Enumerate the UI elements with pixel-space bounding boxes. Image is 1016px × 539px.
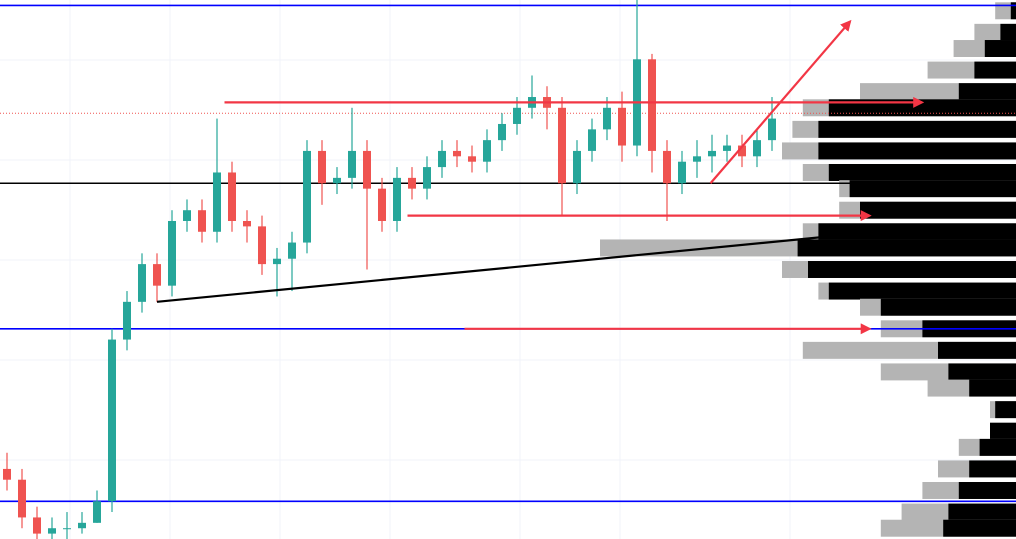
candle-body xyxy=(423,167,431,189)
candle-body xyxy=(378,188,386,221)
candle-body xyxy=(138,264,146,302)
candle-body xyxy=(303,150,311,243)
candle-body xyxy=(603,107,611,130)
profile-buy-bar xyxy=(828,282,1016,300)
candle-body xyxy=(273,258,281,265)
profile-buy-bar xyxy=(818,142,1016,160)
profile-buy-bar xyxy=(969,460,1016,478)
candle-body xyxy=(153,264,161,286)
candle-body xyxy=(123,301,131,340)
candle-body xyxy=(3,468,11,480)
trend-line xyxy=(709,19,852,184)
profile-buy-bar xyxy=(849,180,1016,198)
candle-body xyxy=(738,145,746,157)
candle-body xyxy=(393,177,401,221)
candle-body xyxy=(63,528,71,530)
trend-line xyxy=(156,230,878,303)
candle-body xyxy=(753,140,761,157)
candle-body xyxy=(483,140,491,162)
candle-body xyxy=(258,226,266,265)
candle-body xyxy=(33,517,41,534)
candle-body xyxy=(18,479,26,518)
profile-buy-bar xyxy=(880,298,1016,316)
profile-buy-bar xyxy=(1010,2,1016,20)
profile-buy-bar xyxy=(818,223,1016,241)
candle-body xyxy=(678,161,686,184)
profile-buy-bar xyxy=(948,363,1016,381)
candle-body xyxy=(618,107,626,146)
candle-body xyxy=(438,150,446,168)
profile-buy-bar xyxy=(984,40,1016,57)
profile-buy-bar xyxy=(974,61,1016,79)
profile-buy-bar xyxy=(948,503,1016,521)
candle-body xyxy=(693,156,701,162)
candle-body xyxy=(333,177,341,184)
profile-buy-bar xyxy=(938,341,1016,359)
candle-body xyxy=(228,172,236,221)
profile-buy-bar xyxy=(808,261,1016,278)
candle-body xyxy=(78,522,86,529)
candle-body xyxy=(498,123,506,141)
candle-body xyxy=(168,220,176,286)
candle-body xyxy=(408,177,416,189)
candle-body xyxy=(93,501,101,523)
candle-body xyxy=(453,150,461,157)
profile-buy-bar xyxy=(990,422,1016,440)
candle-body xyxy=(558,107,566,184)
profile-buy-bar xyxy=(979,438,1016,456)
candle-body xyxy=(768,118,776,141)
profile-buy-bar xyxy=(958,482,1016,499)
candle-body xyxy=(513,107,521,124)
candle-body xyxy=(723,145,731,151)
candle-body xyxy=(288,242,296,259)
profile-buy-bar xyxy=(828,163,1016,181)
profile-buy-bar xyxy=(818,120,1016,138)
candle-body xyxy=(318,150,326,184)
candle-body xyxy=(648,59,656,151)
candle-body xyxy=(663,150,671,184)
candle-body xyxy=(198,210,206,232)
profile-buy-bar xyxy=(995,401,1016,419)
profile-buy-bar xyxy=(860,201,1016,219)
profile-buy-bar xyxy=(969,379,1016,397)
profile-buy-bar xyxy=(958,83,1016,101)
candle-body xyxy=(348,150,356,178)
profile-buy-bar xyxy=(797,239,1016,257)
candle-body xyxy=(363,150,371,189)
candle-body xyxy=(183,210,191,221)
candle-body xyxy=(588,129,596,151)
candle-body xyxy=(573,150,581,184)
candle-body xyxy=(243,220,251,227)
candle-body xyxy=(213,172,221,232)
candle-body xyxy=(108,339,116,502)
profile-buy-bar xyxy=(1000,23,1016,41)
profile-buy-bar xyxy=(943,519,1016,537)
candle-body xyxy=(468,156,476,162)
candle-body xyxy=(48,528,56,534)
candle-body xyxy=(708,150,716,157)
